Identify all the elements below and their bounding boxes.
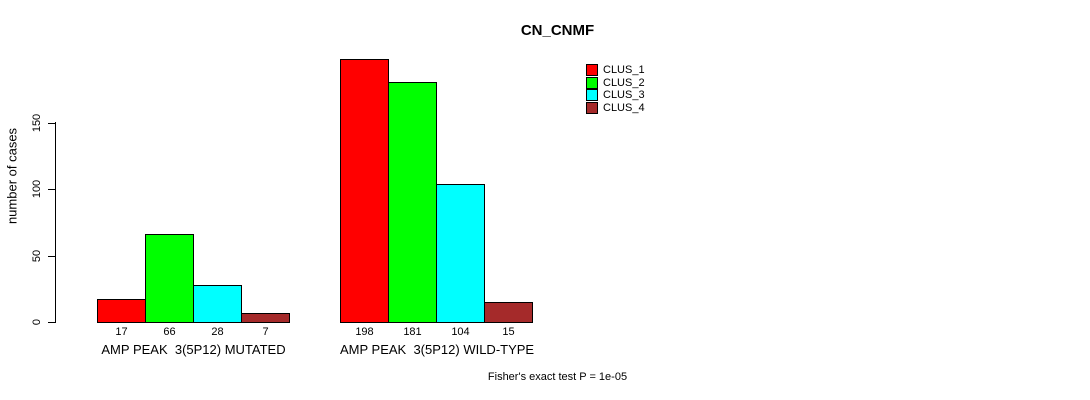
- legend-label: CLUS_1: [603, 64, 645, 76]
- bar-clus_4: [241, 312, 290, 323]
- legend-label: CLUS_2: [603, 76, 645, 89]
- bar-clus_3: [436, 183, 485, 323]
- bar-value-label: 17: [115, 326, 128, 338]
- group-label: AMP PEAK 3(5P12) WILD-TYPE: [340, 342, 535, 357]
- bar-clus_2: [388, 81, 437, 323]
- chart-title: CN_CNMF: [520, 22, 595, 39]
- bar-value-label: 198: [355, 326, 374, 338]
- y-tick-label: 100: [31, 179, 43, 199]
- bar-value-label: 181: [403, 326, 422, 338]
- y-tick-label: 50: [31, 249, 43, 263]
- bar-clus_4: [484, 302, 533, 323]
- fisher-test-annotation: Fisher's exact test P = 1e-05: [487, 371, 628, 383]
- bar-clus_1: [340, 59, 389, 323]
- bar-clus_1: [97, 299, 146, 323]
- y-tick-mark: [48, 256, 55, 257]
- bar-value-label: 104: [451, 326, 470, 338]
- group-label: AMP PEAK 3(5P12) MUTATED: [101, 342, 286, 357]
- y-tick-mark: [48, 322, 55, 323]
- bar-value-label: 15: [502, 326, 515, 338]
- y-axis-line: [55, 122, 56, 323]
- bar-value-label: 28: [211, 326, 224, 338]
- bar-value-label: 7: [262, 326, 269, 338]
- bar-clus_3: [193, 284, 242, 323]
- y-tick-mark: [48, 189, 55, 190]
- y-tick-label: 0: [31, 318, 43, 326]
- legend-swatch-icon: [586, 76, 598, 89]
- legend-label: CLUS_3: [603, 89, 645, 102]
- y-tick-label: 150: [31, 113, 43, 133]
- bar-clus_2: [145, 234, 194, 323]
- bar-value-label: 66: [163, 326, 176, 338]
- y-tick-mark: [48, 123, 55, 124]
- legend-label: CLUS_4: [603, 102, 645, 115]
- legend-swatch-icon: [586, 89, 598, 102]
- legend-swatch-icon: [586, 64, 598, 76]
- legend-swatch-icon: [586, 102, 598, 115]
- y-axis-label: number of cases: [4, 127, 20, 225]
